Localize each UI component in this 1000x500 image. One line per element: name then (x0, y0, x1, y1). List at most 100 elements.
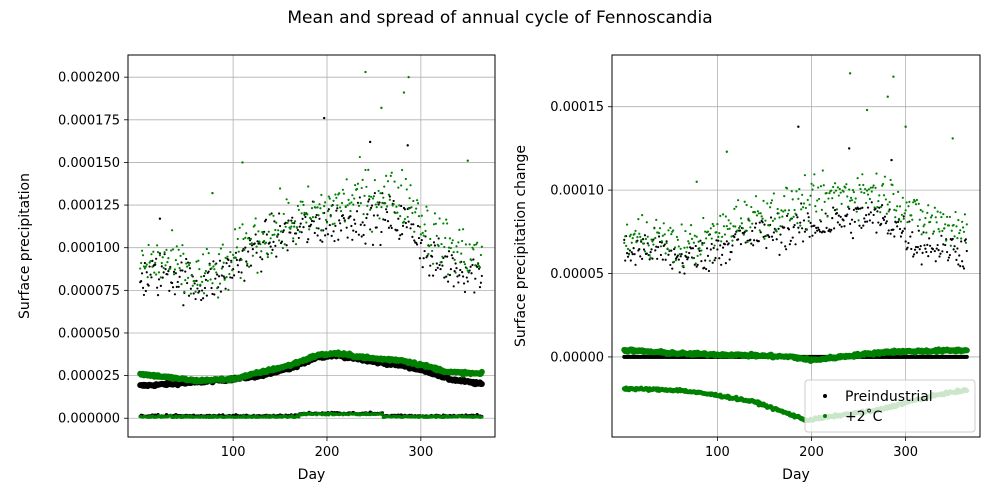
max-point-plus2c (227, 288, 230, 291)
max-point-plus2c (945, 239, 948, 242)
max-point-plus2c (721, 213, 725, 216)
max-point-plus2c (697, 240, 700, 243)
max-point-plus2c (217, 253, 221, 256)
max-point-plus2c (895, 209, 898, 212)
max-point-plus2c (760, 215, 763, 218)
max-point-preindustrial (380, 230, 383, 234)
max-point-preindustrial (734, 233, 737, 236)
max-point-preindustrial (787, 228, 791, 231)
max-point-preindustrial (444, 255, 447, 258)
max-point-preindustrial (300, 231, 303, 234)
max-point-preindustrial (951, 237, 954, 241)
max-point-preindustrial (160, 265, 163, 268)
max-point-plus2c (642, 242, 646, 245)
max-point-plus2c (738, 225, 742, 228)
max-point-plus2c (156, 244, 159, 247)
max-point-preindustrial (724, 262, 727, 265)
max-point-plus2c (160, 261, 163, 265)
max-point-plus2c (321, 229, 324, 232)
max-point-preindustrial (628, 249, 631, 252)
max-point-plus2c (758, 229, 761, 232)
max-point-preindustrial (770, 235, 774, 238)
max-point-preindustrial (171, 286, 175, 289)
max-point-plus2c (801, 206, 805, 209)
max-point-plus2c (809, 194, 812, 197)
max-point-plus2c (643, 250, 647, 253)
max-point-preindustrial (461, 275, 465, 278)
max-point-preindustrial (632, 247, 635, 250)
max-point-preindustrial (358, 196, 361, 199)
max-point-plus2c (929, 216, 933, 219)
max-point-plus2c (409, 184, 412, 187)
max-point-preindustrial (162, 271, 165, 274)
max-point-plus2c (295, 226, 299, 229)
max-point-preindustrial (407, 220, 410, 223)
max-point-plus2c (830, 189, 833, 192)
max-point-preindustrial (857, 207, 860, 211)
max-point-preindustrial (936, 243, 939, 247)
max-point-preindustrial (673, 253, 677, 256)
max-point-plus2c (780, 209, 783, 212)
outlier-point-plus2c (211, 191, 214, 195)
max-point-plus2c (874, 186, 877, 190)
max-point-plus2c (896, 205, 899, 208)
max-point-plus2c (302, 203, 305, 207)
max-point-preindustrial (962, 267, 966, 270)
legend-marker-preindustrial (823, 394, 827, 398)
max-point-preindustrial (883, 215, 887, 218)
max-point-plus2c (293, 225, 296, 228)
max-point-preindustrial (960, 240, 963, 243)
max-point-plus2c (772, 192, 775, 195)
max-point-plus2c (641, 214, 644, 217)
max-point-plus2c (169, 267, 172, 270)
max-point-plus2c (746, 240, 749, 244)
max-point-plus2c (827, 197, 830, 200)
max-point-plus2c (341, 188, 345, 191)
max-point-plus2c (709, 227, 712, 230)
max-point-preindustrial (779, 233, 782, 236)
max-point-plus2c (431, 249, 434, 253)
max-point-plus2c (278, 239, 281, 242)
max-point-plus2c (306, 213, 309, 216)
max-point-plus2c (393, 180, 396, 183)
max-point-plus2c (460, 252, 463, 255)
max-point-preindustrial (712, 246, 715, 250)
max-point-preindustrial (643, 234, 647, 237)
max-point-plus2c (203, 272, 207, 275)
max-point-plus2c (275, 221, 278, 224)
max-point-preindustrial (225, 262, 228, 265)
max-point-plus2c (357, 204, 360, 207)
max-point-plus2c (957, 218, 960, 222)
max-point-plus2c (265, 252, 269, 255)
max-point-plus2c (873, 206, 876, 209)
max-point-preindustrial (370, 206, 373, 209)
max-point-plus2c (394, 211, 397, 215)
max-point-preindustrial (867, 213, 871, 216)
max-point-preindustrial (716, 248, 719, 251)
max-point-preindustrial (307, 238, 310, 241)
max-point-preindustrial (259, 256, 262, 259)
max-point-plus2c (392, 202, 395, 206)
max-point-preindustrial (218, 259, 222, 262)
max-point-preindustrial (412, 223, 415, 226)
max-point-plus2c (862, 183, 865, 187)
max-point-plus2c (342, 192, 345, 195)
max-point-plus2c (263, 239, 266, 243)
max-point-preindustrial (800, 202, 803, 205)
axes-frame (611, 54, 981, 438)
max-point-preindustrial (671, 267, 674, 270)
max-point-preindustrial (953, 245, 956, 248)
max-point-preindustrial (328, 223, 331, 227)
max-point-preindustrial (156, 294, 160, 297)
max-point-preindustrial (150, 276, 153, 279)
max-point-plus2c (849, 199, 852, 202)
max-point-preindustrial (293, 222, 296, 225)
max-point-preindustrial (882, 218, 886, 222)
max-point-plus2c (479, 253, 483, 257)
max-point-plus2c (651, 240, 654, 243)
max-point-preindustrial (423, 249, 426, 253)
max-point-preindustrial (917, 229, 920, 232)
max-point-plus2c (441, 255, 444, 258)
max-point-preindustrial (459, 268, 462, 272)
max-point-plus2c (324, 218, 328, 222)
